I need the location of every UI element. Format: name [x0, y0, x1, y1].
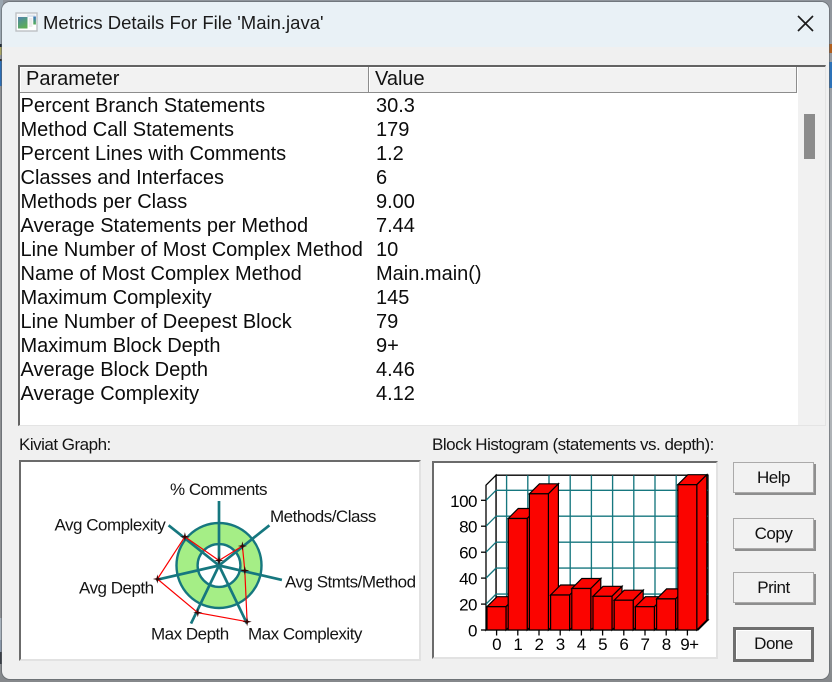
svg-text:3: 3 — [556, 635, 565, 654]
svg-text:80: 80 — [459, 518, 477, 537]
svg-text:Avg Complexity: Avg Complexity — [55, 516, 167, 535]
svg-text:2: 2 — [535, 635, 544, 654]
svg-text:0: 0 — [492, 635, 501, 654]
svg-text:Methods/Class: Methods/Class — [270, 507, 376, 526]
svg-text:7: 7 — [641, 635, 650, 654]
svg-text:1: 1 — [513, 635, 522, 654]
svg-text:Max Complexity: Max Complexity — [248, 625, 363, 644]
svg-text:4: 4 — [577, 635, 586, 654]
svg-text:Avg Stmts/Method: Avg Stmts/Method — [285, 573, 416, 592]
svg-text:60: 60 — [459, 544, 477, 563]
svg-text:100: 100 — [450, 492, 477, 511]
svg-text:5: 5 — [598, 635, 607, 654]
svg-text:Max Depth: Max Depth — [151, 625, 229, 644]
svg-text:0: 0 — [468, 622, 477, 641]
svg-text:Avg Depth: Avg Depth — [79, 579, 154, 598]
svg-text:6: 6 — [619, 635, 628, 654]
svg-text:9+: 9+ — [680, 635, 699, 654]
svg-text:% Comments: % Comments — [170, 480, 267, 499]
svg-text:8: 8 — [662, 635, 671, 654]
svg-text:40: 40 — [459, 570, 477, 589]
svg-text:20: 20 — [459, 596, 477, 615]
